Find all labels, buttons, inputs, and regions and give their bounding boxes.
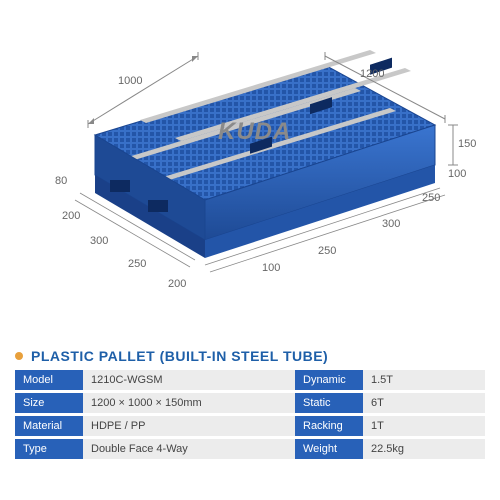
spec-label: Size <box>15 393 83 413</box>
spec-row: Dynamic1.5T <box>295 370 485 390</box>
spec-value: 1200 × 1000 × 150mm <box>83 393 295 413</box>
dim-r-100b: 100 <box>262 262 280 274</box>
pallet-diagram: KUDA 1000 1200 150 80 100 250 300 250 10… <box>0 0 500 340</box>
spec-label: Model <box>15 370 83 390</box>
product-title: PLASTIC PALLET (BUILT-IN STEEL TUBE) <box>31 348 328 364</box>
spec-row: Size1200 × 1000 × 150mm <box>15 393 295 413</box>
spec-row: Weight22.5kg <box>295 439 485 459</box>
spec-value: 1.5T <box>363 370 485 390</box>
dim-r-250: 250 <box>422 192 440 204</box>
brand-logo: KUDA <box>218 118 291 146</box>
spec-value: 1210C-WGSM <box>83 370 295 390</box>
spec-table: Model1210C-WGSMSize1200 × 1000 × 150mmMa… <box>0 370 500 462</box>
dim-l-200: 200 <box>62 210 80 222</box>
dim-r-100: 100 <box>448 168 466 180</box>
bullet-icon <box>15 352 23 360</box>
spec-label: Type <box>15 439 83 459</box>
dim-base-height: 80 <box>55 175 67 187</box>
spec-label: Static <box>295 393 363 413</box>
spec-value: 6T <box>363 393 485 413</box>
spec-row: Static6T <box>295 393 485 413</box>
dim-height: 150 <box>458 138 476 150</box>
spec-label: Racking <box>295 416 363 436</box>
dim-l-200b: 200 <box>168 278 186 290</box>
spec-row: Model1210C-WGSM <box>15 370 295 390</box>
dim-l-250: 250 <box>128 258 146 270</box>
spec-row: TypeDouble Face 4-Way <box>15 439 295 459</box>
spec-row: MaterialHDPE / PP <box>15 416 295 436</box>
spec-value: 1T <box>363 416 485 436</box>
spec-value: Double Face 4-Way <box>83 439 295 459</box>
spec-label: Material <box>15 416 83 436</box>
dim-r-300: 300 <box>382 218 400 230</box>
spec-label: Weight <box>295 439 363 459</box>
title-row: PLASTIC PALLET (BUILT-IN STEEL TUBE) <box>0 340 500 370</box>
spec-label: Dynamic <box>295 370 363 390</box>
dim-l-300: 300 <box>90 235 108 247</box>
spec-row: Racking1T <box>295 416 485 436</box>
pallet-illustration <box>0 0 500 340</box>
spec-value: 22.5kg <box>363 439 485 459</box>
dim-top-width: 1000 <box>118 75 142 87</box>
dim-top-length: 1200 <box>360 68 384 80</box>
spec-value: HDPE / PP <box>83 416 295 436</box>
dim-r-250b: 250 <box>318 245 336 257</box>
